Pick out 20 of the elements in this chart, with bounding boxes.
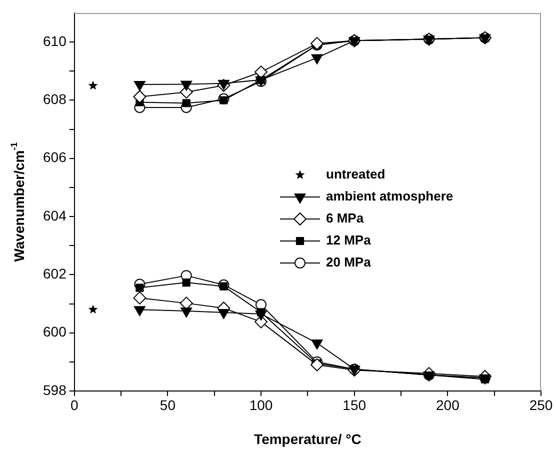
legend-label: 6 MPa xyxy=(326,210,364,226)
y-axis-title: Wavenumber/cm-1 xyxy=(8,142,27,262)
y-tick-label: 610 xyxy=(43,32,67,49)
x-tick-label: 200 xyxy=(436,396,460,413)
legend-label: 12 MPa xyxy=(326,232,372,248)
y-tick-label: 600 xyxy=(43,324,67,340)
legend-label: untreated xyxy=(326,166,386,182)
y-tick-label: 604 xyxy=(43,207,67,224)
x-tick-label: 150 xyxy=(342,396,366,413)
x-tick-label: 100 xyxy=(249,396,273,413)
x-axis-title: Temperature/ °C xyxy=(254,430,362,447)
x-tick-label: 250 xyxy=(529,396,553,413)
legend-label: 20 MPa xyxy=(326,254,372,270)
y-tick-label: 602 xyxy=(43,266,67,282)
y-tick-label: 598 xyxy=(43,382,67,398)
y-tick-label: 606 xyxy=(43,149,67,166)
legend-label: ambient atmosphere xyxy=(326,188,454,204)
x-tick-label: 50 xyxy=(160,396,176,413)
y-tick-label: 608 xyxy=(43,91,67,108)
x-tick-label: 0 xyxy=(70,396,78,413)
